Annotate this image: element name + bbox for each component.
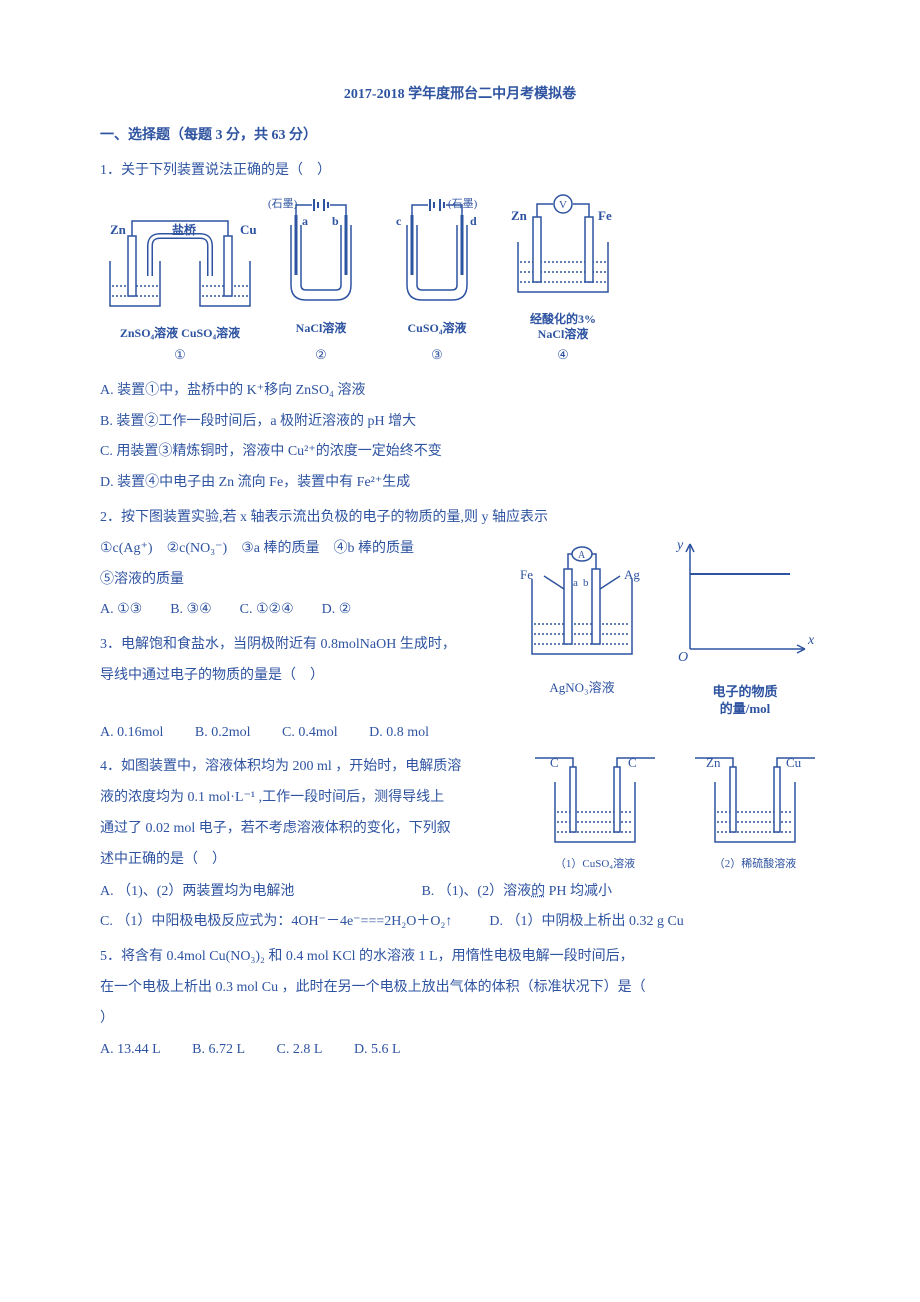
svg-text:a: a [302,214,308,228]
q5-stem2: 在一个电极上析出 0.3 mol Cu ，此时在另一个电极上放出气体的体积（标准… [100,973,820,1035]
question-2: 2．按下图装置实验,若 x 轴表示流出负极的电子的物质的量,则 y 轴应表示 y… [100,503,820,626]
q4-opt-d: D. （1）中阴极上析出 0.32 g Cu [489,914,683,929]
svg-text:Ag: Ag [624,567,640,582]
svg-text:b: b [332,214,339,228]
q4-diagram-1: C C （1）CuSO₄溶液 [530,752,660,876]
svg-text:Fe: Fe [520,567,533,582]
section-1-heading: 一、选择题（每题 3 分，共 63 分） [100,121,820,152]
q1-opt-d: D. 装置④中电子由 Zn 流向 Fe，装置中有 Fe²⁺生成 [100,468,820,499]
svg-text:Zn: Zn [110,222,127,237]
svg-text:a: a [573,577,578,589]
svg-text:Fe: Fe [598,208,612,223]
question-3: 3．电解饱和食盐水，当阴极附近有 0.8molNaOH 生成时， 导线中通过电子… [100,630,820,748]
q1-d1-label: ① [100,341,260,370]
q5-opts: A. 13.44 L B. 6.72 L C. 2.8 L D. 5.6 L [100,1035,820,1066]
q1-opt-b: B. 装置②工作一段时间后，a 极附近溶液的 pH 增大 [100,407,820,438]
q1-d1-sol-right: CuSO₄溶液 [181,326,240,340]
svg-text:V: V [559,199,567,211]
svg-text:(石墨): (石墨) [448,197,478,210]
question-1: 1．关于下列装置说法正确的是（ ） [100,156,820,499]
q1-diagram-4: V Zn Fe 经酸化的3% NaCl溶液 ④ [498,192,628,369]
q1-opt-c: C. 用装置③精炼铜时，溶液中 Cu²⁺的浓度一定始终不变 [100,437,820,468]
q1-diagram-2: (石墨) a b NaCl溶液 ② [266,195,376,370]
svg-text:Cu: Cu [786,755,802,770]
svg-text:盐桥: 盐桥 [172,222,197,237]
q1-diagram-1: Zn 盐桥 Cu ZnSO₄溶液 CuSO₄溶液 ① [100,206,260,370]
q1-d2-label: ② [266,341,376,370]
svg-text:b: b [583,577,589,589]
q1-d3-label: ③ [382,341,492,370]
q4-row-cd: C. （1）中阳极电极反应式为：4OH⁻－4e⁻===2H₂O＋O₂↑ D. （… [100,907,820,938]
q4-row-ab: A. （1)、(2）两装置均为电解池 B. （1)、(2）溶液的 PH 均减小 [100,877,820,908]
q1-d2-sol: NaCl溶液 [266,315,376,341]
q2-stem: 2．按下图装置实验,若 x 轴表示流出负极的电子的物质的量,则 y 轴应表示 [100,503,820,534]
svg-text:Cu: Cu [240,222,257,237]
q1-d3-sol: CuSO₄溶液 [382,315,492,341]
q1-diagrams: Zn 盐桥 Cu ZnSO₄溶液 CuSO₄溶液 ① [100,192,820,369]
q1-d1-sol-left: ZnSO₄溶液 [120,326,178,340]
svg-text:(石墨): (石墨) [268,197,298,210]
q1-d4-sol1: 经酸化的3% [530,312,596,326]
question-5: 5．将含有 0.4mol Cu(NO₃)₂ 和 0.4 mol KCl 的水溶液… [100,942,820,1065]
svg-text:c: c [396,214,402,228]
q4-opt-b: B. （1)、(2）溶液的 PH 均减小 [421,884,612,899]
svg-text:d: d [470,214,477,228]
svg-text:C: C [550,755,559,770]
svg-text:Zn: Zn [706,755,721,770]
q3-stem1: 3．电解饱和食盐水，当阴极附近有 0.8molNaOH 生成时， [100,630,820,661]
exam-title: 2017-2018 学年度邢台二中月考模拟卷 [100,80,820,111]
q1-opt-a: A. 装置①中，盐桥中的 K⁺移向 ZnSO₄ 溶液 [100,376,820,407]
q4-opt-c: C. （1）中阳极电极反应式为：4OH⁻－4e⁻===2H₂O＋O₂↑ [100,914,452,929]
q4-diagrams: C C （1）CuSO₄溶液 Zn Cu （2）稀硫酸 [530,752,820,876]
q4-diagram-2: Zn Cu （2）稀硫酸溶液 [690,752,820,876]
q3-stem2: 导线中通过电子的物质的量是（ ） [100,661,820,692]
question-4: C C （1）CuSO₄溶液 Zn Cu （2）稀硫酸 [100,752,820,938]
q4-d2-sol: （2）稀硫酸溶液 [690,852,820,876]
q1-stem: 1．关于下列装置说法正确的是（ ） [100,156,820,187]
svg-text:C: C [628,755,637,770]
q1-d4-sol2: NaCl溶液 [538,327,589,341]
q3-opts: A. 0.16mol B. 0.2mol C. 0.4mol D. 0.8 mo… [100,718,820,749]
svg-text:Zn: Zn [511,208,528,223]
q4-opt-a: A. （1)、(2）两装置均为电解池 [100,884,294,899]
q1-diagram-3: (石墨) c d CuSO₄溶液 ③ [382,195,492,370]
q5-stem1: 5．将含有 0.4mol Cu(NO₃)₂ 和 0.4 mol KCl 的水溶液… [100,942,820,973]
svg-text:A: A [578,550,586,561]
q4-d1-sol: （1）CuSO₄溶液 [530,852,660,876]
svg-text:y: y [675,538,684,553]
q1-d4-label: ④ [498,341,628,370]
